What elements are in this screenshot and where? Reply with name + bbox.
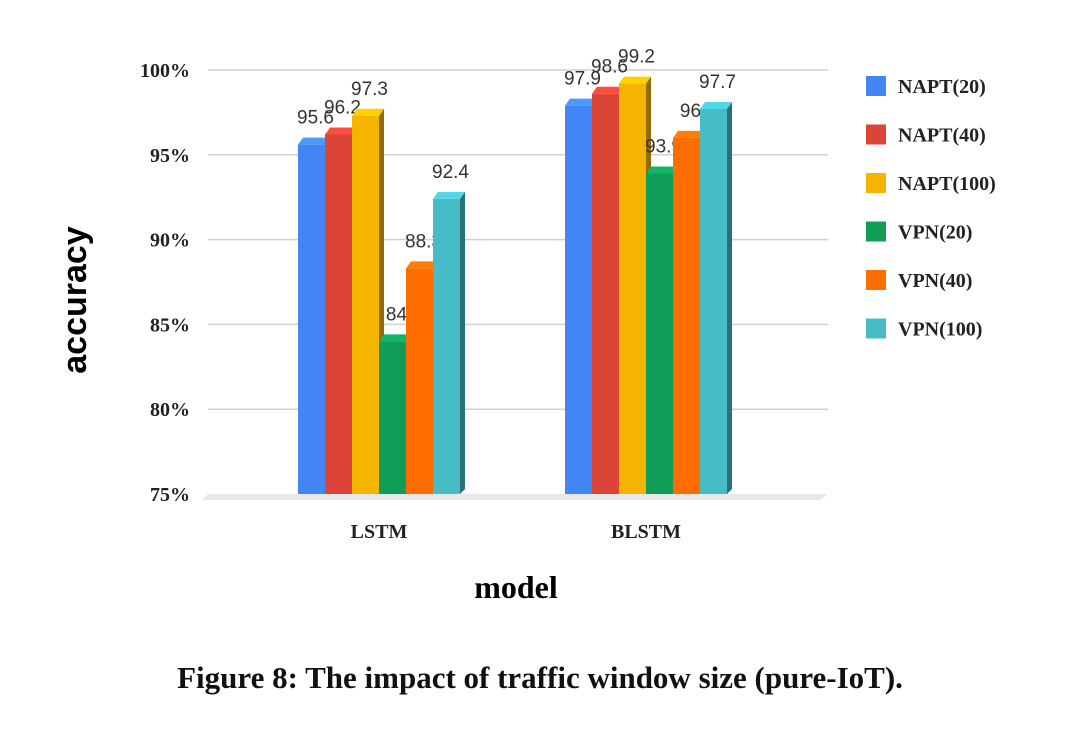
data-label: 99.2 (618, 47, 655, 68)
chart-floor (202, 494, 828, 500)
legend-swatch (866, 173, 886, 193)
bar-top (592, 86, 624, 94)
bar (352, 108, 384, 495)
bar-front (592, 93, 619, 494)
bar (565, 98, 597, 494)
legend-label: NAPT(40) (898, 125, 986, 147)
x-tick-label: BLSTM (611, 521, 681, 543)
data-label: 97.7 (699, 72, 736, 93)
legend-label: NAPT(100) (898, 173, 996, 195)
bar-front (433, 198, 460, 494)
x-axis-title: model (474, 569, 558, 605)
bar-top (298, 137, 330, 145)
bar-front (700, 109, 727, 495)
bar-chart: 75% 80% 85% 90% 95% 100% 95.696.297.3 84 88.3 92.… (56, 47, 996, 605)
y-tick-label: 100% (140, 60, 190, 82)
figure-caption: Figure 8: The impact of traffic window s… (177, 660, 903, 695)
bar-top (325, 127, 357, 135)
data-label: 84 (386, 304, 408, 325)
bar-top (352, 108, 384, 116)
legend-swatch (866, 76, 886, 96)
bar-front (298, 144, 325, 494)
bar-top (433, 191, 465, 199)
bar (700, 102, 732, 495)
y-axis-title: accuracy (56, 226, 94, 374)
bar-top (619, 76, 651, 84)
data-label: 98.6 (591, 57, 628, 78)
bar (433, 191, 465, 494)
legend-swatch (866, 318, 886, 339)
bar-front (325, 134, 352, 494)
data-label: 95.6 (297, 108, 334, 129)
y-tick-label: 90% (150, 230, 190, 252)
bar-side (727, 102, 732, 495)
legend-swatch (866, 221, 886, 242)
data-label: 93.9 (645, 136, 682, 157)
data-label: 92.4 (432, 162, 469, 183)
y-tick-label: 75% (150, 484, 190, 506)
bar-front (406, 268, 433, 494)
data-label: 88.3 (405, 231, 442, 252)
bar-front (565, 105, 592, 494)
data-label: 97.3 (351, 79, 388, 100)
legend-label: VPN(100) (898, 319, 982, 341)
data-label: 97.9 (564, 69, 601, 90)
bar-top (406, 261, 438, 269)
bar-top (700, 102, 732, 110)
bar-top (646, 166, 678, 174)
legend-swatch (866, 270, 886, 290)
bar-side (460, 191, 465, 494)
bar-top (565, 98, 597, 106)
data-label: 96 (680, 101, 701, 122)
data-label: 96.2 (324, 97, 361, 118)
legend-label: NAPT(20) (898, 76, 986, 98)
bar-top (673, 130, 705, 138)
bar-front (646, 173, 673, 494)
legend-label: VPN(40) (898, 270, 972, 292)
x-tick-label: LSTM (351, 521, 408, 543)
y-tick-label: 85% (150, 314, 190, 336)
legend-label: VPN(20) (898, 222, 972, 244)
bar-front (673, 137, 700, 494)
bar-front (379, 341, 406, 494)
legend-swatch (866, 124, 886, 145)
bar-front (352, 115, 379, 495)
bar-top (379, 334, 411, 342)
y-tick-label: 80% (150, 399, 190, 421)
y-tick-label: 95% (150, 145, 190, 167)
bar-front (619, 83, 646, 495)
